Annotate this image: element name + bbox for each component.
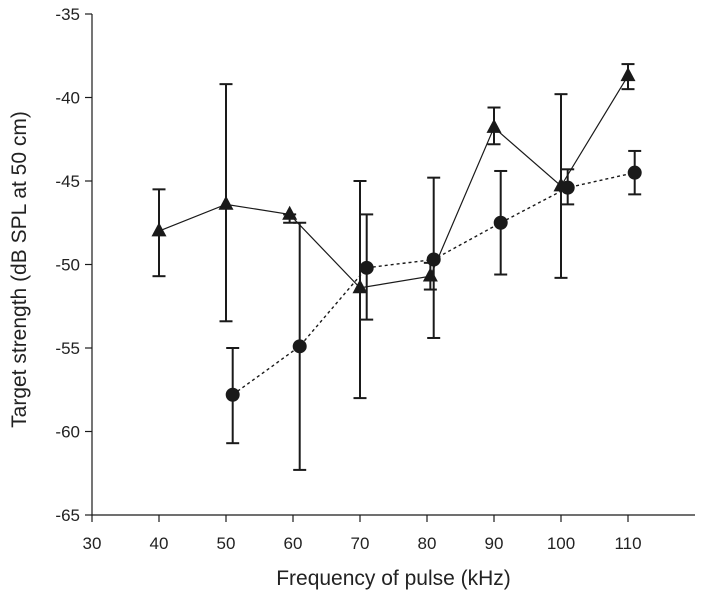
series-1 <box>151 63 636 400</box>
y-tick-label: -35 <box>55 5 80 24</box>
x-tick-label: 100 <box>547 534 575 553</box>
y-ticks: -35 -40 -45 -50 -55 -60 -65 <box>55 5 92 525</box>
y-tick-label: -45 <box>55 172 80 191</box>
y-tick-label: -50 <box>55 256 80 275</box>
y-tick-label: -60 <box>55 423 80 442</box>
circle-marker <box>493 215 508 230</box>
x-tick-label: 50 <box>217 534 236 553</box>
series-2 <box>225 149 642 471</box>
x-tick-label: 90 <box>485 534 504 553</box>
x-tick-label: 110 <box>614 534 641 553</box>
triangle-marker <box>151 222 167 237</box>
x-axis-title: Frequency of pulse (kHz) <box>276 567 511 590</box>
triangle-marker <box>282 205 298 220</box>
triangle-marker <box>218 195 234 210</box>
triangle-marker <box>352 279 368 294</box>
circle-marker <box>292 339 307 354</box>
circle-marker <box>359 260 374 275</box>
circle-marker <box>225 387 240 402</box>
triangle-marker <box>486 118 502 133</box>
triangle-marker <box>620 67 636 82</box>
series-1-line <box>158 75 629 289</box>
y-axis-title: Target strength (dB SPL at 50 cm) <box>8 111 31 428</box>
circle-marker <box>426 252 441 267</box>
x-tick-label: 30 <box>83 534 102 553</box>
x-ticks: 30 40 50 60 70 80 90 100 110 <box>83 515 642 553</box>
x-tick-label: 70 <box>351 534 370 553</box>
circle-marker <box>627 165 642 180</box>
axes: 30 40 50 60 70 80 90 100 110 -35-40-45-50-55-60-… <box>55 5 695 553</box>
x-tick-label: 60 <box>284 534 303 553</box>
x-tick-label: 40 <box>150 534 169 553</box>
x-tick-label: 80 <box>418 534 437 553</box>
circle-marker <box>560 180 575 195</box>
y-tick-label: -55 <box>55 339 80 358</box>
plot-area <box>151 63 642 471</box>
y-tick-label: -40 <box>55 89 80 108</box>
triangle-marker <box>422 267 438 282</box>
y-tick-label: -65 <box>55 506 80 525</box>
